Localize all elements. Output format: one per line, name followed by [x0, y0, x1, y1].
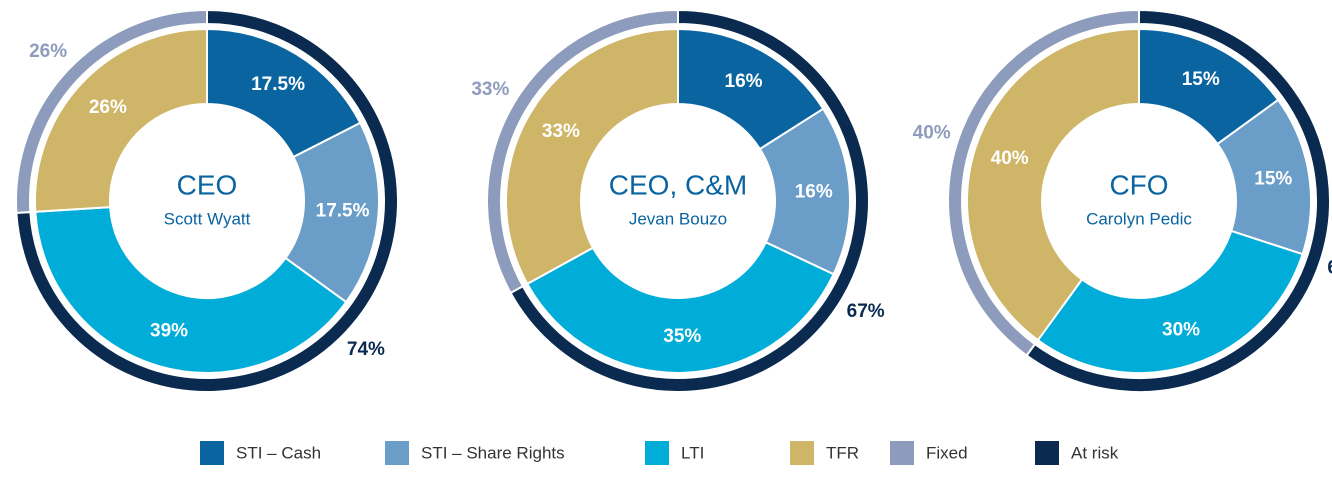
inner-segment	[965, 27, 1140, 342]
legend-swatch	[200, 441, 224, 465]
legend-label: Fixed	[926, 443, 968, 462]
legend-label: TFR	[826, 443, 859, 462]
segment-label: 17.5%	[316, 201, 370, 222]
donut-subtitle: Carolyn Pedic	[1086, 209, 1192, 228]
legend-label: STI – Share Rights	[421, 443, 565, 462]
ring-label: 67%	[847, 301, 885, 322]
legend-swatch	[645, 441, 669, 465]
ring-label: 74%	[347, 339, 385, 360]
legend-label: LTI	[681, 443, 704, 462]
segment-label: 33%	[542, 121, 580, 142]
inner-segment	[34, 27, 208, 213]
legend-swatch	[790, 441, 814, 465]
inner-segment	[1036, 229, 1304, 374]
inner-segment	[284, 121, 380, 304]
donut-title: CEO, C&M	[609, 169, 747, 200]
legend-label: STI – Cash	[236, 443, 321, 462]
donut-title: CEO	[177, 169, 238, 200]
inner-segment	[505, 27, 679, 286]
segment-label: 35%	[663, 326, 701, 347]
donut-subtitle: Jevan Bouzo	[629, 209, 727, 228]
segment-label: 17.5%	[251, 74, 305, 95]
segment-label: 15%	[1254, 169, 1292, 190]
segment-label: 16%	[795, 181, 833, 202]
inner-segment	[34, 206, 348, 374]
legend-swatch	[385, 441, 409, 465]
inner-segment	[525, 240, 835, 374]
segment-label: 15%	[1182, 69, 1220, 90]
outer-segment	[1025, 8, 1331, 393]
donut-subtitle: Scott Wyatt	[164, 209, 251, 228]
segment-label: 39%	[150, 321, 188, 342]
outer-segment	[15, 8, 399, 393]
segment-label: 40%	[991, 148, 1029, 169]
donut-title: CFO	[1109, 169, 1168, 200]
segment-label: 26%	[89, 97, 127, 118]
ring-label: 33%	[471, 79, 509, 100]
outer-segment	[509, 8, 870, 393]
legend-swatch	[1035, 441, 1059, 465]
inner-segment	[206, 27, 362, 159]
ring-label: 26%	[29, 41, 67, 62]
segment-label: 30%	[1162, 319, 1200, 340]
legend-swatch	[890, 441, 914, 465]
segment-label: 16%	[725, 71, 763, 92]
ring-label: 40%	[913, 123, 951, 144]
legend-label: At risk	[1071, 443, 1119, 462]
ring-label: 60%	[1327, 257, 1332, 278]
